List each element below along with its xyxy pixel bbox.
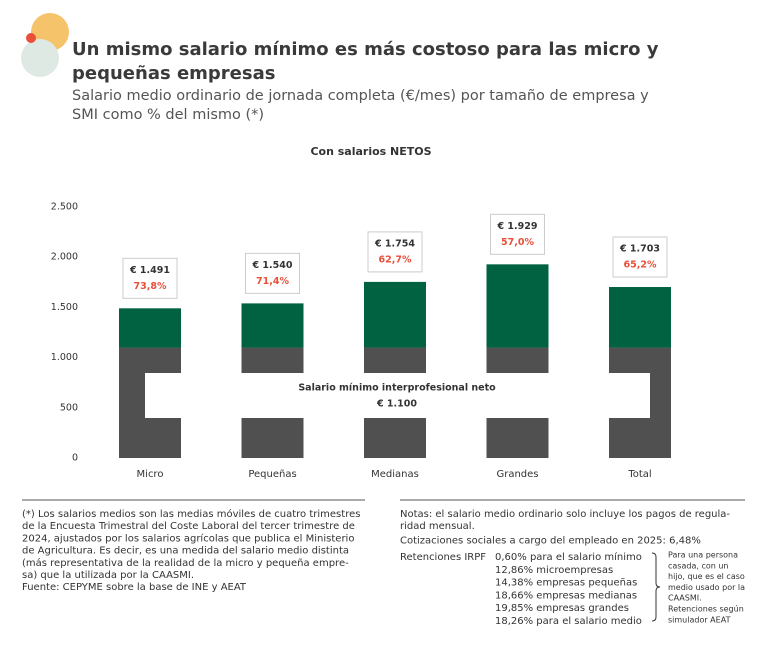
total-label: € 1.754 [374, 238, 415, 249]
total-label: € 1.703 [619, 244, 660, 255]
irpf-item: 18,66% empresas medianas [495, 590, 637, 601]
irpf-note: CAASMI. [668, 594, 702, 603]
irpf-item: 19,85% empresas grandes [495, 603, 629, 614]
irpf-item: 12,86% microempresas [495, 565, 613, 576]
irpf-label: Retenciones IRPF [400, 552, 486, 563]
y-tick-label: 2.500 [51, 202, 78, 213]
bar-segment [609, 287, 671, 348]
x-tick-label: Total [627, 469, 651, 480]
irpf-note: simulador AEAT [668, 615, 731, 624]
irpf-note: Para una persona [668, 551, 738, 560]
y-tick-label: 0 [72, 453, 78, 464]
x-tick-label: Micro [137, 469, 164, 480]
share-label: 71,4% [256, 276, 289, 287]
irpf-item: 0,60% para el salario mínimo [495, 551, 642, 563]
footnote-line: Fuente: CEPYME sobre la base de INE y AE… [22, 582, 247, 593]
x-tick-label: Pequeñas [248, 469, 296, 480]
y-tick-label: 500 [60, 402, 78, 413]
bar-segment [486, 264, 549, 348]
irpf-note: Retenciones según [668, 605, 744, 614]
footnote-line: de Agricultura. Es decir, es una medida … [22, 546, 349, 557]
note-line: Cotizaciones sociales a cargo del emplea… [400, 535, 701, 546]
share-label: 57,0% [501, 237, 534, 248]
footnote-line: (*) Los salarios medios son las medias m… [22, 508, 360, 520]
logo-circle [21, 39, 59, 77]
total-label: € 1.929 [497, 221, 538, 232]
irpf-note: hijo, que es el caso [668, 572, 745, 581]
footnote-line: 2024, ajustados por los salarios agrícol… [22, 532, 354, 544]
chart-title: Con salarios NETOS [310, 145, 431, 158]
share-label: 62,7% [379, 254, 412, 265]
footnote-line: de la Encuesta Trimestral del Coste Labo… [22, 521, 355, 532]
share-label: 65,2% [624, 260, 657, 271]
y-tick-label: 1.000 [51, 352, 78, 363]
label-box [122, 257, 178, 299]
y-tick-label: 2.000 [51, 252, 78, 263]
subtitle: Salario medio ordinario de jornada compl… [72, 88, 649, 123]
label-box [245, 252, 300, 294]
footnote-line: (más representativa de la realidad de la… [22, 557, 349, 569]
smi-value: € 1.100 [376, 399, 417, 410]
note-line: Notas: el salario medio ordinario solo i… [400, 509, 730, 520]
bar-segment [119, 308, 181, 348]
label-box [490, 213, 545, 255]
irpf-item: 18,26% para el salario medio [495, 616, 642, 627]
irpf-item: 14,38% empresas pequeñas [495, 578, 637, 589]
footnote-line: sa) que la utilizada por la CAASMI. [22, 570, 194, 581]
label-box [612, 236, 668, 278]
note-line: ridad mensual. [400, 521, 475, 532]
total-label: € 1.540 [252, 260, 293, 271]
share-label: 73,8% [134, 281, 167, 292]
x-tick-label: Medianas [371, 469, 419, 480]
bar-segment [241, 303, 304, 348]
irpf-note: medio usado por la [668, 583, 745, 592]
logo-dot [26, 33, 36, 43]
brace [651, 552, 661, 622]
y-tick-label: 1.500 [51, 302, 78, 313]
label-box [367, 231, 423, 273]
bar-segment [364, 281, 426, 348]
smi-box [145, 373, 650, 418]
smi-label: Salario mínimo interprofesional neto [298, 383, 496, 394]
x-tick-label: Grandes [496, 469, 538, 480]
title: Un mismo salario mínimo es más costoso p… [72, 39, 659, 84]
irpf-note: casada, con un [668, 561, 728, 570]
total-label: € 1.491 [129, 265, 170, 276]
